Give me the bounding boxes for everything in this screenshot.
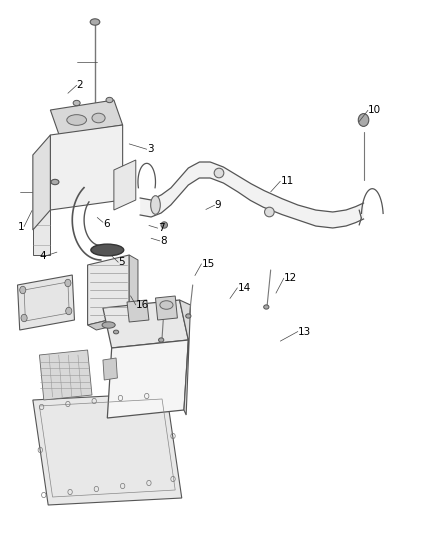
Ellipse shape [160, 301, 173, 309]
Polygon shape [103, 358, 117, 380]
Text: 1: 1 [18, 222, 24, 231]
Polygon shape [88, 315, 138, 330]
Text: 6: 6 [103, 219, 110, 229]
Circle shape [21, 314, 27, 322]
Text: 15: 15 [201, 259, 215, 269]
Text: 3: 3 [147, 144, 153, 154]
Polygon shape [50, 125, 123, 210]
Polygon shape [39, 350, 92, 400]
Polygon shape [50, 100, 123, 135]
Ellipse shape [91, 244, 124, 256]
Text: 2: 2 [77, 80, 83, 90]
Text: 12: 12 [284, 273, 297, 283]
Ellipse shape [92, 113, 105, 123]
Ellipse shape [102, 322, 115, 328]
Polygon shape [180, 300, 191, 415]
Circle shape [20, 286, 26, 294]
Polygon shape [103, 300, 188, 348]
Text: 9: 9 [215, 200, 221, 210]
Ellipse shape [67, 115, 86, 125]
Circle shape [358, 114, 369, 126]
Ellipse shape [264, 305, 269, 309]
Text: 10: 10 [368, 106, 381, 115]
Polygon shape [33, 155, 50, 255]
Ellipse shape [159, 338, 164, 342]
Polygon shape [33, 135, 50, 230]
Ellipse shape [161, 222, 167, 228]
Ellipse shape [265, 207, 274, 217]
Polygon shape [107, 340, 188, 418]
Polygon shape [33, 393, 182, 505]
Text: 14: 14 [237, 283, 251, 293]
Text: 7: 7 [158, 223, 164, 233]
Polygon shape [88, 255, 129, 325]
Text: 11: 11 [280, 176, 293, 186]
Circle shape [65, 279, 71, 287]
Ellipse shape [186, 314, 191, 318]
Text: 13: 13 [298, 327, 311, 336]
Ellipse shape [90, 19, 100, 25]
Polygon shape [155, 296, 177, 320]
Polygon shape [114, 160, 136, 210]
Polygon shape [127, 300, 149, 322]
Polygon shape [18, 275, 74, 330]
Polygon shape [129, 255, 138, 320]
Ellipse shape [214, 168, 224, 178]
Ellipse shape [51, 179, 59, 184]
Circle shape [66, 307, 72, 314]
Ellipse shape [151, 196, 160, 214]
Polygon shape [140, 162, 364, 228]
Ellipse shape [106, 98, 113, 103]
Text: 16: 16 [136, 300, 149, 310]
Ellipse shape [113, 330, 119, 334]
Ellipse shape [73, 100, 80, 106]
Text: 5: 5 [118, 257, 125, 267]
Text: 4: 4 [39, 251, 46, 261]
Text: 8: 8 [160, 236, 166, 246]
